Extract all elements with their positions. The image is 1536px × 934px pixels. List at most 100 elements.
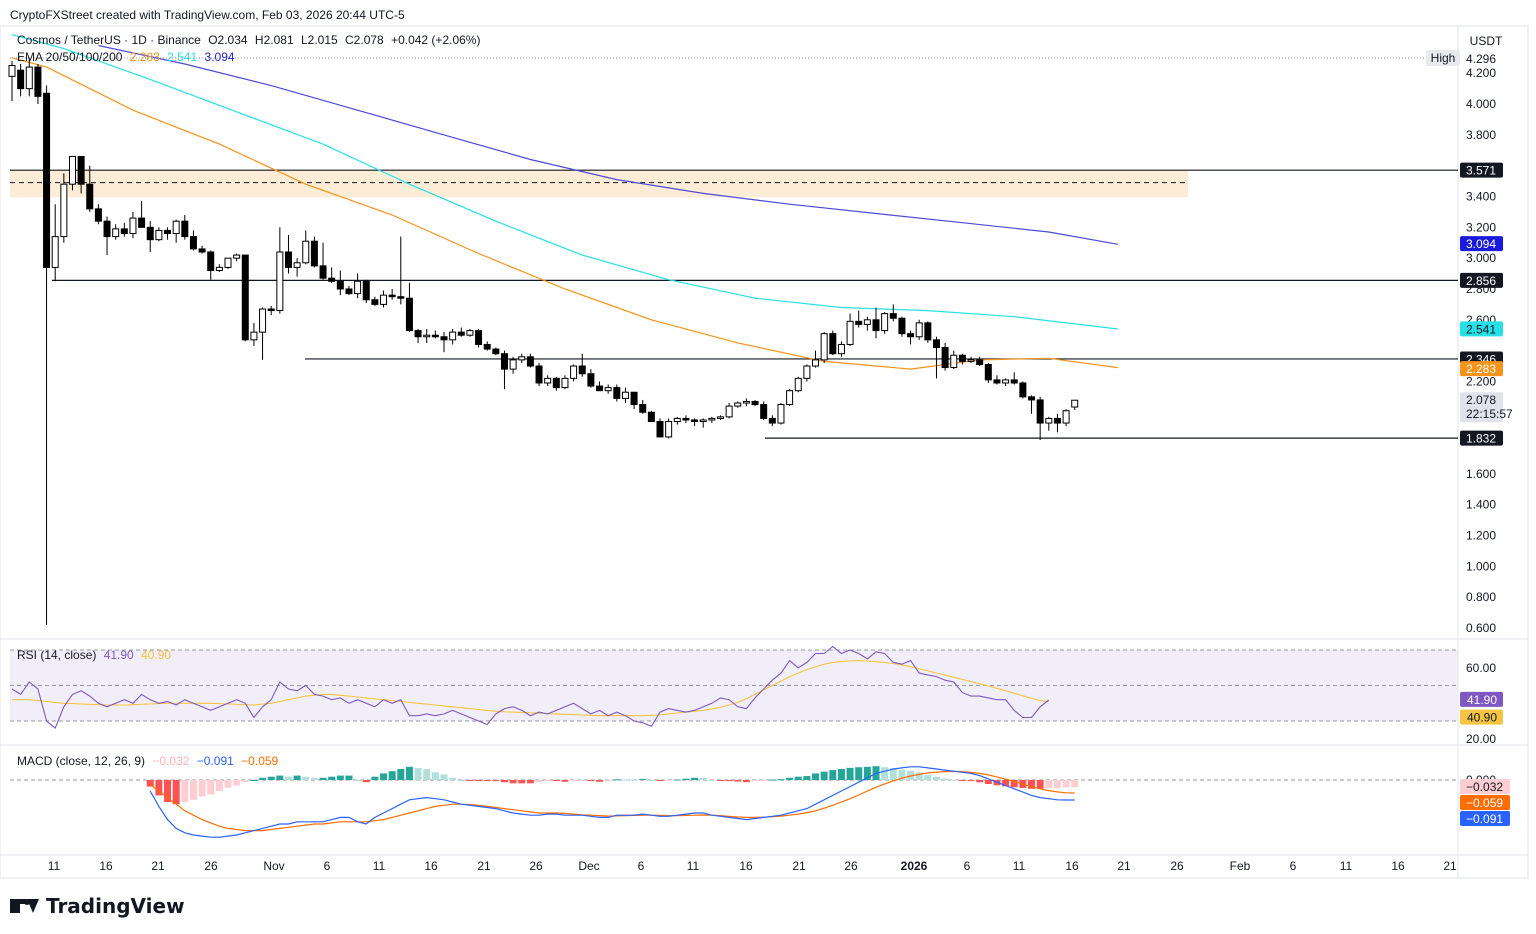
candle-body xyxy=(483,343,491,350)
tradingview-logo[interactable]: TradingView xyxy=(10,894,185,918)
macd-histogram-bar xyxy=(431,772,439,780)
candle-body xyxy=(77,155,85,185)
candle-body xyxy=(112,228,120,238)
macd-histogram-bar xyxy=(284,776,292,780)
macd-histogram-bar xyxy=(1036,780,1044,789)
macd-histogram-bar xyxy=(267,776,275,780)
macd-histogram-bar xyxy=(1071,780,1079,788)
candle-body xyxy=(207,251,215,271)
macd-histogram-bar xyxy=(207,780,215,795)
candle-body xyxy=(907,333,915,338)
time-tick-label: Nov xyxy=(263,859,284,873)
rsi-label: RSI (14, close) xyxy=(17,648,97,662)
candle-body xyxy=(682,417,690,421)
candle-body xyxy=(691,419,699,423)
candle-body xyxy=(1053,417,1061,424)
macd-histogram-bar xyxy=(561,780,569,782)
candle-body xyxy=(120,228,128,235)
macd-histogram-bar xyxy=(889,768,897,780)
symbol-name[interactable]: Cosmos / TetherUS · 1D · Binance xyxy=(17,33,201,47)
macd-histogram-bar xyxy=(414,767,422,780)
macd-value-tag xyxy=(1460,779,1510,794)
macd-histogram-bar xyxy=(846,767,854,780)
macd-histogram-bar xyxy=(302,776,310,780)
rsi-ma-tag xyxy=(1460,709,1503,725)
macd-histogram-bar xyxy=(837,769,845,780)
macd-histogram-bar xyxy=(803,776,811,780)
macd-histogram-bar xyxy=(786,777,794,780)
candle-body xyxy=(518,356,526,361)
macd-histogram-bar xyxy=(950,779,958,781)
candle-body xyxy=(932,339,940,349)
price-tag xyxy=(1460,272,1503,288)
time-tick-label: 26 xyxy=(1170,859,1184,873)
time-tick-label: 11 xyxy=(1013,859,1026,873)
candle-body xyxy=(492,348,500,355)
macd-histogram-bar xyxy=(855,767,863,780)
macd-histogram-bar xyxy=(1010,780,1018,788)
candle-body xyxy=(1062,410,1070,424)
macd-histogram-bar xyxy=(881,767,889,780)
candle-body xyxy=(673,417,681,423)
candle-body xyxy=(362,280,370,301)
candle-body xyxy=(189,236,197,250)
candle-body xyxy=(25,66,33,90)
macd-histogram-bar xyxy=(984,780,992,784)
candle-body xyxy=(768,417,776,424)
macd-histogram-bar xyxy=(734,780,742,782)
time-tick-label: 6 xyxy=(1290,859,1297,873)
high-tag: High xyxy=(1426,50,1460,66)
candle-body xyxy=(742,400,750,404)
rsi-legend[interactable]: RSI (14, close) 41.90 40.90 xyxy=(17,648,175,662)
candle-body xyxy=(276,251,284,312)
candle-body xyxy=(1036,399,1044,424)
candle-body xyxy=(405,297,413,332)
candle-body xyxy=(777,404,785,424)
candle-body xyxy=(924,322,932,341)
ema-label: EMA 20/50/100/200 xyxy=(17,50,123,64)
macd-histogram-bar xyxy=(215,780,223,791)
candle-body xyxy=(380,294,388,305)
candle-body xyxy=(699,419,707,423)
macd-histogram-bar xyxy=(155,780,163,796)
candle-body xyxy=(1045,417,1053,424)
candle-body xyxy=(181,220,189,238)
candle-body xyxy=(449,331,457,341)
macd-histogram-bar xyxy=(673,779,681,781)
candle-body xyxy=(829,333,837,355)
candle-body xyxy=(596,385,604,392)
candle-body xyxy=(457,331,465,336)
macd-histogram-bar xyxy=(829,770,837,780)
macd-histogram-bar xyxy=(812,773,820,780)
ema-legend[interactable]: EMA 20/50/100/200 2.283 2.541 3.094 xyxy=(17,50,239,64)
macd-histogram-bar xyxy=(639,778,647,780)
macd-legend[interactable]: MACD (close, 12, 26, 9) −0.032 −0.091 −0… xyxy=(17,754,282,768)
macd-histogram-bar xyxy=(1062,780,1070,788)
candle-body xyxy=(812,359,820,367)
currency-selector[interactable]: USDT xyxy=(1469,34,1503,48)
price-tick-label: 2.200 xyxy=(1466,374,1496,388)
candle-body xyxy=(267,308,275,312)
macd-value-tag-label: −0.091 xyxy=(1466,812,1503,826)
macd-histogram-bar xyxy=(578,780,586,781)
macd-histogram-bar xyxy=(241,780,249,783)
candle-body xyxy=(215,266,223,271)
macd-histogram-bar xyxy=(1028,780,1036,789)
candle-body xyxy=(250,331,258,341)
macd-histogram-bar xyxy=(691,777,699,780)
candle-body xyxy=(509,359,517,370)
candle-body xyxy=(103,220,111,238)
candle-body xyxy=(915,322,923,338)
macd-histogram-bar xyxy=(146,780,154,787)
candle-body xyxy=(708,417,716,421)
ohlc-close: C2.078 xyxy=(345,33,384,47)
price-tick-label: 0.600 xyxy=(1466,621,1496,635)
candle-body xyxy=(535,365,543,384)
macd-histogram-bar xyxy=(924,774,932,780)
ema-200-line xyxy=(98,44,1119,245)
macd-histogram-bar xyxy=(405,766,413,780)
price-tick-label: 1.200 xyxy=(1466,529,1496,543)
time-tick-label: 16 xyxy=(99,859,113,873)
time-tick-label: Feb xyxy=(1230,859,1251,873)
